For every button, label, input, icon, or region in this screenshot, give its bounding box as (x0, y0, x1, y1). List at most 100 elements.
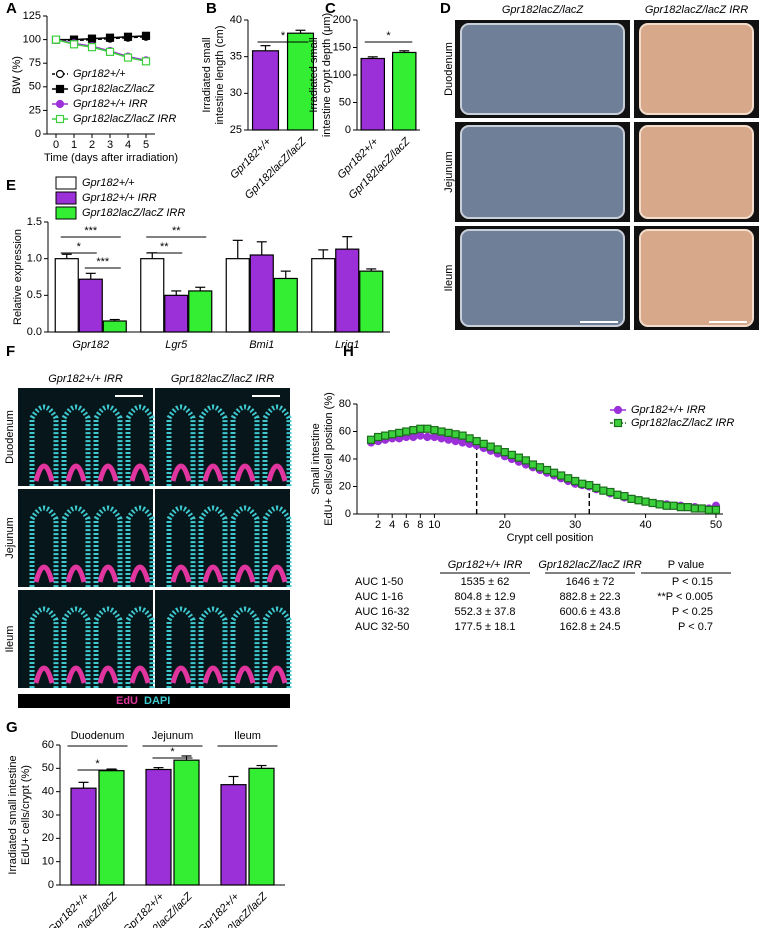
table-header: Gpr182lacZ/lacZ IRR (538, 559, 641, 571)
y-tick-label: 80 (339, 398, 351, 410)
y-tick-label: 20 (339, 480, 351, 492)
x-tick-label: 1 (71, 139, 77, 151)
significance-label: * (170, 746, 175, 758)
data-point (366, 435, 376, 444)
tissue-photo (639, 23, 754, 115)
data-point (395, 428, 404, 437)
table-cell: AUC 1-16 (355, 591, 403, 603)
group-label: Jejunum (152, 730, 194, 742)
villus-dapi (93, 404, 123, 486)
y-tick-label: 35 (230, 51, 242, 63)
data-point (87, 43, 97, 52)
data-point (542, 465, 552, 475)
row-label: Ileum (4, 626, 16, 653)
data-point (557, 471, 566, 480)
bar (140, 258, 165, 333)
crypt-edu (97, 665, 119, 684)
y-axis-label: EdU+ cells/cell position (%) (323, 392, 335, 526)
data-point (564, 474, 573, 483)
villus-dapi (29, 404, 59, 486)
bar (311, 258, 336, 333)
table-cell: AUC 16-32 (355, 606, 409, 618)
y-tick-label: 0.5 (27, 289, 42, 301)
y-tick-label: 0 (345, 508, 351, 520)
data-point (662, 501, 671, 510)
column-header: Gpr182lacZ/lacZ (502, 4, 585, 16)
data-point (381, 431, 390, 440)
data-point (105, 47, 115, 56)
x-tick-label: Gpr182lacZ/lacZ (243, 135, 310, 202)
villus-dapi (61, 404, 91, 486)
y-tick-label: 30 (230, 87, 242, 99)
panel-label: B (206, 0, 217, 17)
villus-dapi (166, 404, 196, 486)
villus-dapi (166, 505, 196, 587)
data-point (430, 426, 439, 435)
legend-marker (613, 418, 623, 428)
y-axis-label: intestine crypt depth (μm) (321, 13, 333, 137)
legend-label: Gpr182lacZ/lacZ IRR (631, 417, 734, 429)
data-point (141, 57, 151, 66)
group-label: Duodenum (71, 730, 125, 742)
y-tick-label: 60 (42, 739, 54, 751)
data-point (416, 431, 425, 440)
table-header: P value (668, 559, 705, 571)
data-point (528, 460, 538, 469)
data-point (105, 33, 115, 42)
y-axis-label: Irradiated small intestine (7, 755, 19, 874)
y-tick-label: 200 (333, 14, 351, 26)
y-tick-label: 0 (48, 879, 54, 891)
significance-label: *** (96, 256, 110, 268)
y-axis-label: BW (%) (11, 56, 23, 94)
villus-dapi (29, 505, 59, 587)
villus-dapi (198, 404, 228, 486)
bar (335, 248, 360, 333)
data-point (141, 31, 151, 40)
x-tick-label: Lgr5 (165, 339, 188, 351)
crypt-edu (234, 463, 256, 482)
data-point (655, 500, 664, 509)
legend-marker (613, 405, 623, 415)
bar (248, 767, 275, 886)
x-tick-label: 40 (639, 519, 651, 531)
legend-label: Gpr182+/+ (73, 68, 126, 80)
table-cell: P < 0.25 (672, 606, 713, 618)
x-tick-label: 20 (499, 519, 511, 531)
villus-dapi (230, 606, 260, 688)
legend-label: Gpr182lacZ/lacZ IRR (82, 207, 185, 219)
y-axis-label: intestine length (cm) (214, 25, 226, 124)
table-header: Gpr182+/+ IRR (448, 559, 523, 571)
significance-label: * (95, 758, 100, 770)
legend-marker (55, 84, 65, 94)
y-tick-label: 30 (42, 809, 54, 821)
data-point (704, 505, 714, 514)
crypt-edu (129, 463, 151, 482)
column-header: Gpr182+/+ IRR (48, 373, 123, 385)
bar (70, 787, 97, 886)
data-point (458, 438, 467, 447)
table-cell: AUC 1-50 (355, 576, 403, 588)
crypt-edu (202, 463, 224, 482)
y-tick-label: 0 (345, 124, 351, 136)
panel-label: C (325, 0, 336, 17)
data-point (500, 448, 509, 457)
y-axis-label: Small intestine (310, 423, 322, 495)
table-cell: 804.8 ± 12.9 (454, 591, 515, 603)
data-point (444, 428, 453, 437)
crypt-edu (65, 665, 87, 684)
legend-marker (55, 114, 65, 124)
crypt-edu (33, 463, 55, 482)
bar (359, 270, 384, 333)
villus-dapi (230, 404, 260, 486)
y-axis-label: Relative expression (12, 229, 24, 325)
table-cell: 162.8 ± 24.5 (559, 621, 620, 633)
row-label: Ileum (443, 265, 455, 292)
x-tick-label: 10 (428, 519, 440, 531)
legend-marker (55, 99, 65, 109)
y-axis-label: EdU+ cells/crypt (%) (20, 765, 32, 865)
legend-label: Gpr182lacZ/lacZ IRR (73, 113, 176, 125)
data-point (486, 442, 495, 451)
panel-label: F (6, 343, 15, 360)
data-point (472, 437, 481, 446)
x-tick-label: 4 (125, 139, 131, 151)
